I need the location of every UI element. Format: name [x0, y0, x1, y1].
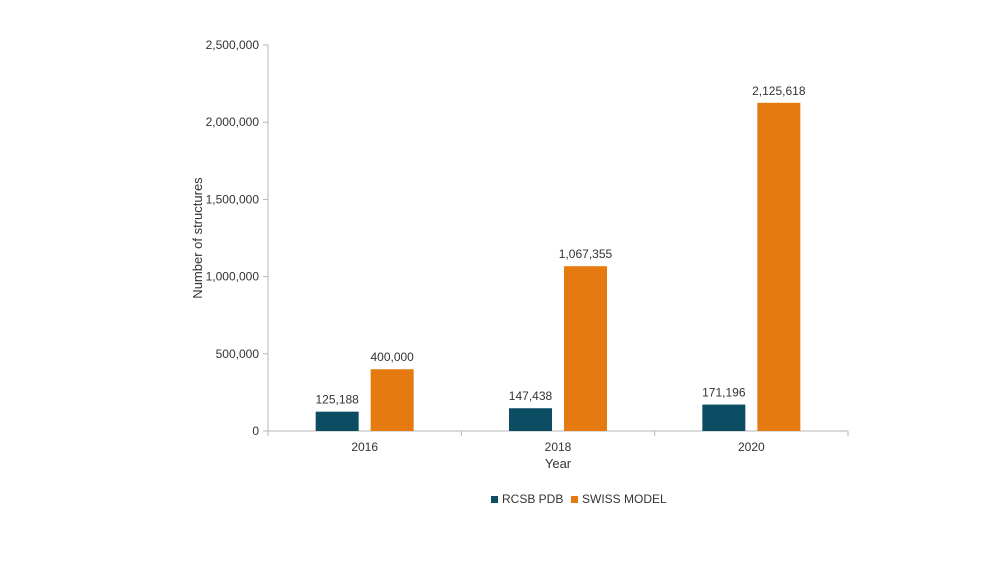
data-label: 125,188	[315, 393, 359, 407]
bar-swiss-model	[564, 266, 607, 431]
y-tick-label: 2,500,000	[206, 38, 260, 52]
y-tick-label: 500,000	[216, 347, 260, 361]
y-axis: 0 500,000 1,000,000 1,500,000 2,000,000 2,500…	[206, 38, 269, 438]
y-tick-label: 2,000,000	[206, 115, 260, 129]
legend-label: RCSB PDB	[502, 492, 563, 506]
x-tick-label: 2016	[351, 440, 378, 454]
data-label: 2,125,618	[752, 84, 806, 98]
data-labels: 125,188 147,438 171,196 400,000 1,067,355 2,1…	[315, 84, 805, 407]
legend-swatch	[491, 496, 498, 503]
bars	[315, 102, 801, 432]
bar-swiss-model	[757, 102, 801, 432]
data-label: 171,196	[702, 386, 746, 400]
bar-rcsb-pdb	[702, 404, 746, 431]
data-label: 1,067,355	[559, 247, 613, 261]
y-axis-title: Number of structures	[190, 177, 205, 299]
legend: RCSB PDB SWISS MODEL	[491, 492, 667, 506]
y-tick-label: 0	[252, 424, 259, 438]
bar-swiss-model	[370, 369, 414, 431]
x-axis: 2016 2018 2020	[267, 430, 849, 454]
y-tick-label: 1,000,000	[206, 270, 260, 284]
bar-rcsb-pdb	[509, 408, 552, 431]
data-label: 400,000	[370, 350, 414, 364]
x-axis-title: Year	[545, 456, 572, 471]
bar-rcsb-pdb	[315, 411, 359, 431]
y-tick-label: 1,500,000	[206, 192, 260, 206]
legend-swatch	[571, 496, 578, 503]
legend-label: SWISS MODEL	[582, 492, 667, 506]
legend-item: SWISS MODEL	[571, 492, 667, 506]
data-label: 147,438	[509, 389, 553, 403]
x-tick-label: 2020	[738, 440, 765, 454]
x-tick-label: 2018	[545, 440, 572, 454]
legend-item: RCSB PDB	[491, 492, 563, 506]
